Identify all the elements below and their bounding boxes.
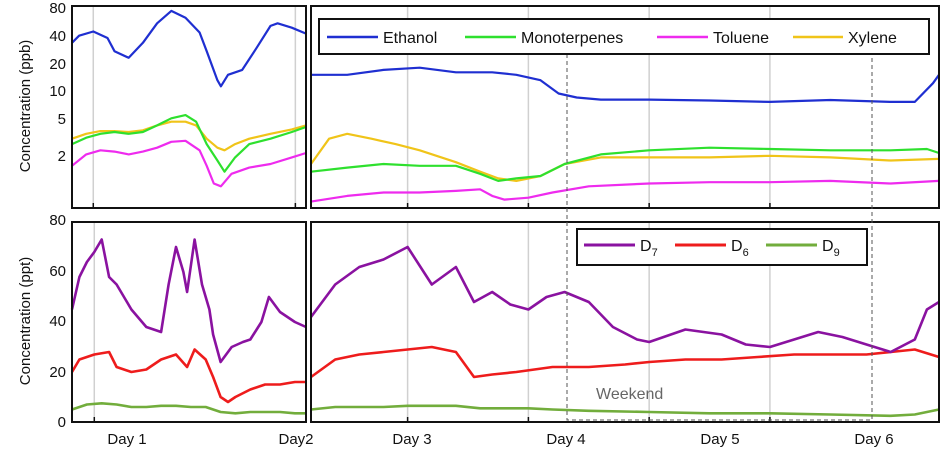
legend-label-d9: D9	[822, 238, 840, 259]
legend-label-xylene: Xylene	[848, 30, 897, 47]
bottom-ytick-label: 20	[49, 364, 66, 381]
xtick-label: Day 4	[546, 431, 585, 448]
bottom-ylabel: Concentration (ppt)	[17, 257, 34, 385]
series-line-xylene-tl	[71, 120, 307, 152]
panel-frame-tl	[71, 5, 307, 209]
legend-d6-sub: 6	[743, 247, 749, 259]
panel-background-bl	[72, 222, 306, 422]
top-ytick-label: 5	[58, 111, 66, 128]
xtick-label: Day 3	[392, 431, 431, 448]
frame-layer	[71, 5, 940, 423]
top-legend: Ethanol Monoterpenes Toluene Xylene	[318, 18, 930, 55]
bottom-ytick-label: 80	[49, 212, 66, 229]
top-ytick-label: 40	[49, 28, 66, 45]
series-line-d7-bl	[70, 238, 307, 364]
series-line-d6-bl	[70, 348, 306, 404]
series-line-d9-bl	[71, 402, 306, 415]
legend-label-monoterpenes: Monoterpenes	[521, 30, 623, 47]
xtick-label: Day2	[278, 431, 313, 448]
panel-frame-br	[310, 221, 940, 423]
top-ytick-label: 80	[49, 0, 66, 17]
top-ytick-label: 10	[49, 83, 66, 100]
series-line-toluene-tl	[71, 139, 307, 188]
top-ytick-label: 20	[49, 56, 66, 73]
legend-label-toluene: Toluene	[713, 30, 769, 47]
legend-d6-base: D	[731, 238, 743, 255]
series-line-ethanol-tr	[311, 66, 940, 103]
series-layer	[70, 9, 940, 418]
legend-d9-sub: 9	[834, 247, 840, 259]
panel-background-tl	[72, 6, 306, 208]
bottom-ytick-label: 0	[58, 414, 66, 431]
legend-label-ethanol: Ethanol	[383, 30, 437, 47]
series-line-monoterpenes-tl	[71, 114, 307, 173]
axes-layer	[72, 6, 939, 422]
series-line-ethanol-tl	[71, 9, 307, 88]
panel-frame-tr	[310, 5, 940, 209]
series-line-toluene-tr	[310, 179, 940, 203]
series-line-monoterpenes-tr	[310, 146, 940, 182]
top-ylabel: Concentration (ppb)	[17, 40, 34, 173]
legend-d7-sub: 7	[652, 247, 658, 259]
panel-frame-bl	[71, 221, 307, 423]
xtick-label: Day 6	[854, 431, 893, 448]
bottom-legend: D7 D6 D9	[576, 228, 868, 266]
series-line-d6-br	[310, 345, 940, 379]
legend-d7-base: D	[640, 238, 652, 255]
legend-d9-base: D	[822, 238, 834, 255]
legend-label-d7: D7	[640, 238, 658, 259]
bottom-ytick-label: 40	[49, 313, 66, 330]
legend-label-d6: D6	[731, 238, 749, 259]
series-line-xylene-tr	[310, 132, 940, 182]
xtick-label: Day 1	[107, 431, 146, 448]
weekend-annotation: Weekend	[596, 386, 663, 403]
bottom-ytick-label: 60	[49, 263, 66, 280]
bottom-legend-box	[576, 228, 868, 266]
weekend-box	[566, 47, 873, 421]
xtick-label: Day 5	[700, 431, 739, 448]
top-ytick-label: 2	[58, 148, 66, 165]
series-line-d7-br	[309, 245, 940, 354]
series-line-d9-br	[310, 404, 940, 418]
